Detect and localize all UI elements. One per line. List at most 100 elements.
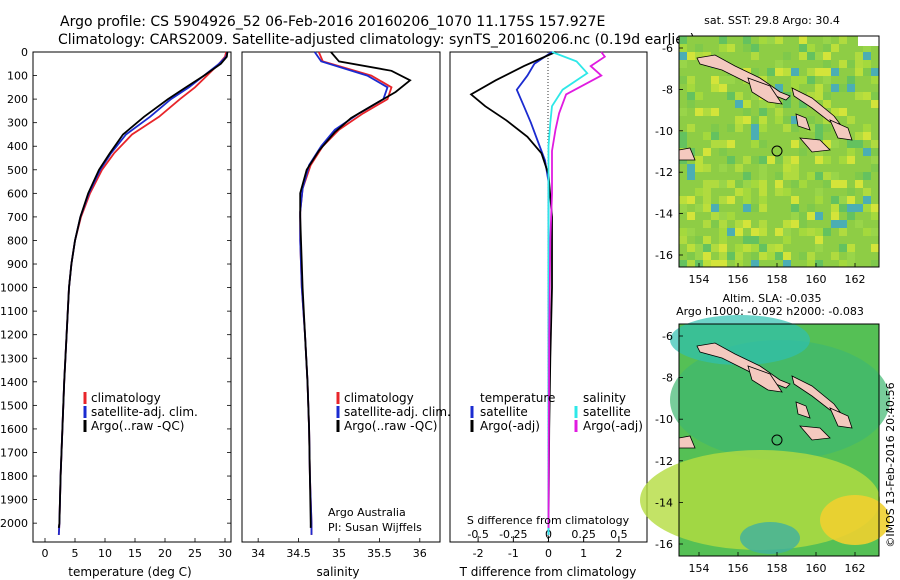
sst-pixel [815, 172, 823, 180]
sst-pixel [767, 36, 775, 44]
imos-credit: ©IMOS 13-Feb-2016 20:40:56 [884, 382, 897, 547]
lon-tick-label: 160 [806, 562, 827, 575]
sst-pixel [775, 188, 783, 196]
sst-pixel [847, 60, 855, 68]
sst-pixel [775, 252, 783, 260]
sst-pixel [855, 60, 863, 68]
depth-tick-label: 1000 [0, 282, 28, 295]
sst-pixel [831, 252, 839, 260]
argo-location-marker [771, 145, 783, 157]
sst-pixel [679, 36, 687, 44]
sst-pixel [831, 84, 839, 92]
sst-pixel [775, 212, 783, 220]
lon-tick-label: 154 [689, 562, 710, 575]
sst-pixel [823, 252, 831, 260]
sst-pixel [735, 92, 743, 100]
sst-pixel [823, 52, 831, 60]
sst-pixel [711, 132, 719, 140]
series-line-argo-raw-qc [299, 51, 412, 528]
s-difference-label: S difference from climatology [467, 514, 630, 527]
island-choiseul [747, 365, 783, 393]
lon-tick-label: 154 [689, 273, 710, 286]
sst-pixel [751, 68, 759, 76]
sst-pixel [791, 204, 799, 212]
x-tick-label: 1 [580, 547, 587, 560]
x-tick-label: 2 [615, 547, 622, 560]
sst-pixel [815, 148, 823, 156]
depth-tick-label: 1100 [0, 305, 28, 318]
series-line-argo-raw-qc [57, 51, 229, 529]
depth-tick-label: 800 [7, 234, 28, 247]
sst-pixel [839, 60, 847, 68]
sst-pixel [703, 164, 711, 172]
sst-pixel [687, 260, 695, 267]
sst-pixel [783, 116, 791, 124]
sst-pixel [799, 228, 807, 236]
sst-pixel [735, 220, 743, 228]
lat-tick-label: -14 [655, 208, 673, 221]
sst-pixel [695, 204, 703, 212]
sst-pixel [799, 52, 807, 60]
sst-pixel [727, 132, 735, 140]
sst-pixel [831, 108, 839, 116]
sst-pixel [735, 260, 743, 267]
sst-pixel [759, 132, 767, 140]
sst-pixel [751, 140, 759, 148]
sst-pixel [735, 108, 743, 116]
sst-pixel [751, 204, 759, 212]
sst-pixel [687, 92, 695, 100]
sst-pixel [767, 100, 775, 108]
sst-pixel [743, 60, 751, 68]
sst-pixel [743, 44, 751, 52]
sla-blob-green [670, 340, 890, 460]
x-tick-label: 5 [72, 547, 79, 560]
sst-pixel [791, 140, 799, 148]
sst-pixel [767, 252, 775, 260]
sst-pixel [823, 180, 831, 188]
sst-pixel [719, 36, 727, 44]
sst-pixel [863, 172, 871, 180]
sst-pixel [783, 68, 791, 76]
sst-pixel [695, 164, 703, 172]
sst-pixel [839, 116, 847, 124]
depth-tick-label: 900 [7, 258, 28, 271]
sst-pixel [855, 180, 863, 188]
sst-pixel [799, 76, 807, 84]
sst-pixel [679, 52, 687, 60]
sla-map: Altim. SLA: -0.035 Argo h1000: -0.092 h2… [640, 292, 890, 575]
sst-lon-ticks: 154 156 158 160 162 [689, 263, 866, 286]
sst-pixel [863, 68, 871, 76]
sst-pixel [751, 44, 759, 52]
sst-pixel [759, 156, 767, 164]
sst-pixel [807, 124, 815, 132]
sst-pixel [711, 108, 719, 116]
sst-pixel [719, 236, 727, 244]
sst-pixel [839, 260, 847, 267]
sst-pixel [775, 44, 783, 52]
sst-pixel [871, 92, 879, 100]
sst-pixel [807, 212, 815, 220]
sst-pixel [695, 188, 703, 196]
sst-pixel [799, 36, 807, 44]
sst-pixel [815, 236, 823, 244]
series-line-salinity-satellite [547, 51, 589, 535]
sst-pixel [871, 212, 879, 220]
sst-pixel [711, 260, 719, 267]
sst-pixel [759, 36, 767, 44]
sla-blob-orange [820, 495, 890, 545]
sst-pixel [679, 132, 687, 140]
sst-pixel [847, 260, 855, 267]
legend-argo: Argo(..raw -QC) [91, 419, 184, 433]
sst-pixel [823, 172, 831, 180]
sla-map-title-2: Argo h1000: -0.092 h2000: -0.083 [676, 305, 864, 318]
x-tick-label: 30 [218, 547, 232, 560]
lat-tick-label: -16 [655, 538, 673, 551]
sst-pixel [863, 148, 871, 156]
sst-pixel [719, 252, 727, 260]
sst-pixel [823, 140, 831, 148]
sst-pixel [807, 44, 815, 52]
sst-pixel [815, 244, 823, 252]
sst-pixel [719, 228, 727, 236]
sst-pixel [751, 116, 759, 124]
sst-pixel [775, 116, 783, 124]
